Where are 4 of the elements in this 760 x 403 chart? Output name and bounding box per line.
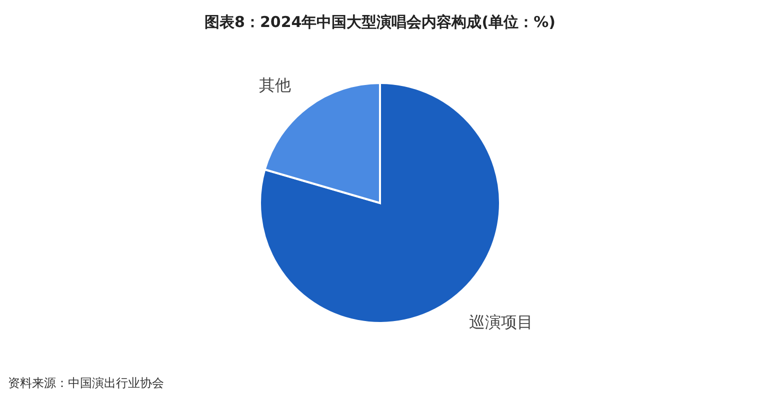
slice-label: 其他 bbox=[259, 76, 292, 95]
slice-label: 巡演项目 bbox=[468, 312, 533, 332]
text: 资料来源：中国演出行业协会 bbox=[8, 376, 164, 390]
chart-title: 图表8：2024年中国大型演唱会内容构成(单位：%) bbox=[204, 13, 556, 31]
